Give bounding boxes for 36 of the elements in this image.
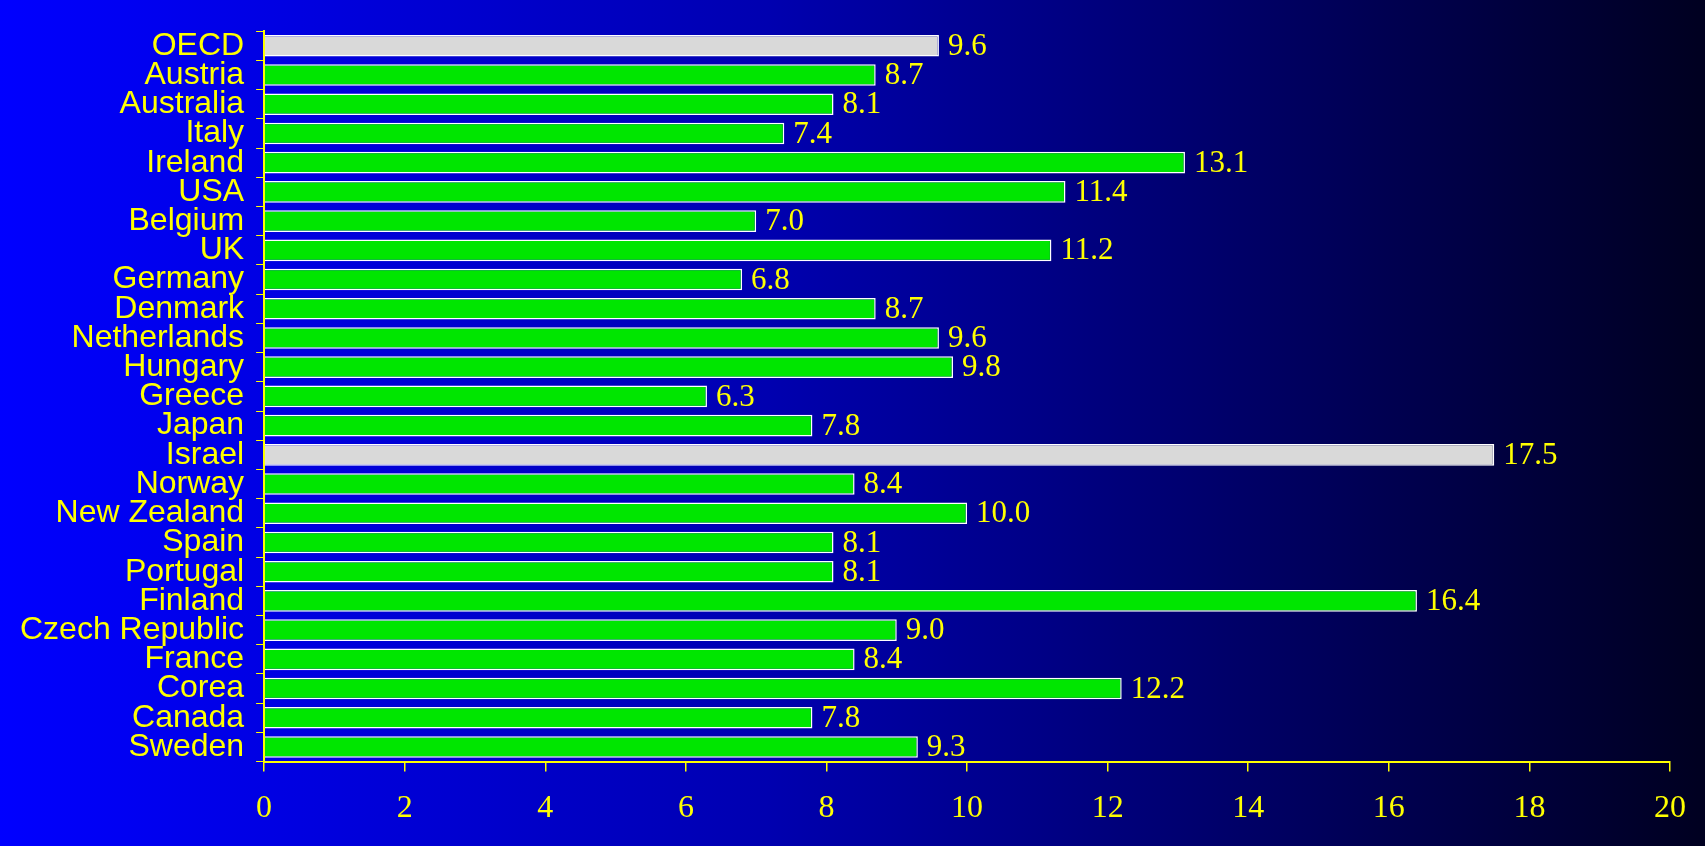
- data-label: 9.3: [926, 728, 966, 764]
- data-label: 7.8: [821, 406, 861, 442]
- y-tick-label: Japan: [156, 405, 245, 442]
- data-label: 7.8: [821, 698, 861, 734]
- y-tick-label: Spain: [162, 522, 245, 559]
- data-label: 11.2: [1060, 231, 1114, 267]
- data-label: 7.4: [793, 114, 833, 150]
- x-tick-label: 2: [396, 788, 413, 825]
- data-label: 16.4: [1425, 582, 1481, 618]
- data-label: 8.4: [863, 465, 903, 501]
- data-label: 9.0: [905, 611, 945, 647]
- data-label: 11.4: [1074, 173, 1129, 209]
- x-tick-label: 0: [256, 788, 273, 825]
- data-label: 12.2: [1130, 669, 1185, 705]
- y-tick-label: Netherlands: [71, 317, 245, 354]
- x-tick-label: 12: [1091, 788, 1124, 825]
- x-tick-label: 4: [537, 788, 554, 825]
- data-label: 6.3: [715, 377, 755, 413]
- x-tick-label: 18: [1513, 788, 1546, 825]
- x-tick-label: 14: [1232, 788, 1265, 825]
- data-label: 9.6: [947, 26, 987, 62]
- data-label: 8.1: [842, 85, 882, 121]
- y-tick-label: Czech Republic: [20, 609, 245, 646]
- data-label: 7.0: [765, 202, 804, 238]
- data-label: 8.7: [884, 56, 924, 92]
- x-tick-label: 16: [1372, 788, 1405, 825]
- data-label: 10.0: [976, 494, 1031, 530]
- data-label: 13.1: [1193, 143, 1249, 179]
- x-tick-label: 8: [818, 788, 835, 825]
- data-label: 17.5: [1503, 435, 1558, 471]
- data-label: 8.4: [863, 640, 903, 676]
- x-tick-label: 20: [1654, 788, 1686, 825]
- x-tick-label: 10: [951, 788, 984, 825]
- data-label: 6.8: [751, 260, 790, 296]
- x-tick-label: 6: [677, 788, 694, 825]
- data-label: 8.7: [884, 289, 924, 325]
